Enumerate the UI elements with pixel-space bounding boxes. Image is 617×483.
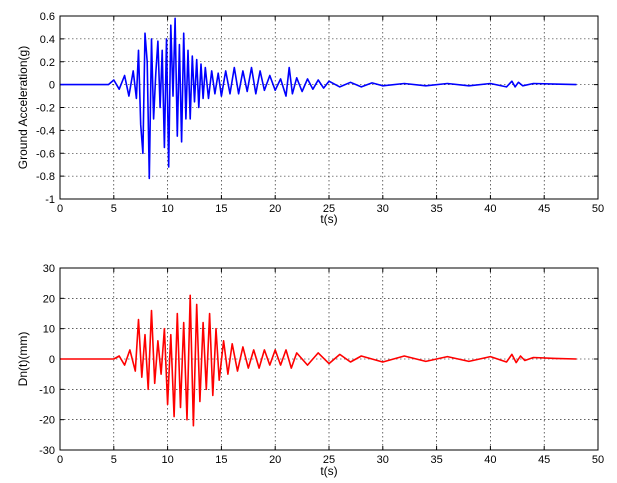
chart1-y-tick-label: -10 [39, 384, 55, 396]
chart0-plot-frame [59, 15, 599, 200]
chart0-y-axis-label: Ground Acceleration(g) [16, 46, 30, 169]
chart1-y-tick-label: -20 [39, 415, 55, 427]
chart1-x-tick-label: 30 [377, 454, 389, 466]
chart0-x-tick-label: 0 [57, 203, 63, 215]
chart0-x-tick-label: 40 [484, 203, 496, 215]
chart0-y-tick-label: -0.6 [36, 148, 55, 160]
chart1-x-tick-label: 0 [57, 454, 63, 466]
displacement-chart: 0 5 10 15 20 25 30 35 40 45 50 -30 -20 -10 0 10 20 30 t(s)… [16, 263, 604, 478]
chart0-x-tick-label: 25 [323, 203, 335, 215]
chart0-x-tick-label: 35 [430, 203, 442, 215]
chart0-x-tick-label: 45 [538, 203, 550, 215]
chart1-series-line [60, 294, 577, 427]
acceleration-chart: 0 5 10 15 20 25 30 35 40 45 50 -1 -0.8 -0.6 -0.4 -0.2 0 0… [16, 11, 604, 226]
chart1-y-tick-label: 10 [43, 324, 55, 336]
chart0-y-tick-label: -0.4 [36, 125, 55, 137]
chart0-x-tick-label: 5 [111, 203, 117, 215]
chart0-y-tick-label: -0.8 [36, 171, 55, 183]
chart1-x-tick-label: 5 [111, 454, 117, 466]
chart0-x-tick-label: 15 [215, 203, 227, 215]
chart1-x-tick-label: 35 [430, 454, 442, 466]
chart0-y-tick-label: 0.6 [40, 11, 55, 23]
chart0-y-tick-label: 0 [49, 80, 55, 92]
chart0-x-tick-label: 10 [161, 203, 173, 215]
chart1-x-axis-label: t(s) [320, 464, 337, 478]
chart0-x-axis-label: t(s) [320, 212, 337, 226]
chart0-x-tick-label: 20 [269, 203, 281, 215]
chart1-y-tick-label: 30 [43, 263, 55, 275]
chart1-plot-frame [59, 267, 599, 451]
chart0-series-line [60, 17, 577, 180]
chart0-y-tick-label: 0.4 [40, 34, 55, 46]
chart1-y-tick-label: -30 [39, 445, 55, 457]
chart1-y-axis-label: Dn(t)(mm) [16, 332, 30, 387]
chart0-x-tick-label: 50 [592, 203, 604, 215]
chart1-x-tick-label: 20 [269, 454, 281, 466]
chart0-y-tick-label: -0.2 [36, 103, 55, 115]
chart1-y-tick-label: 20 [43, 293, 55, 305]
chart1-x-tick-label: 15 [215, 454, 227, 466]
chart1-x-tick-label: 50 [592, 454, 604, 466]
chart1-y-tick-label: 0 [49, 354, 55, 366]
chart1-x-tick-label: 25 [323, 454, 335, 466]
chart1-x-tick-label: 45 [538, 454, 550, 466]
chart0-x-tick-label: 30 [377, 203, 389, 215]
chart1-x-tick-label: 10 [161, 454, 173, 466]
chart1-x-tick-label: 40 [484, 454, 496, 466]
chart0-y-tick-label: 0.2 [40, 57, 55, 69]
chart0-y-tick-label: -1 [45, 194, 55, 206]
